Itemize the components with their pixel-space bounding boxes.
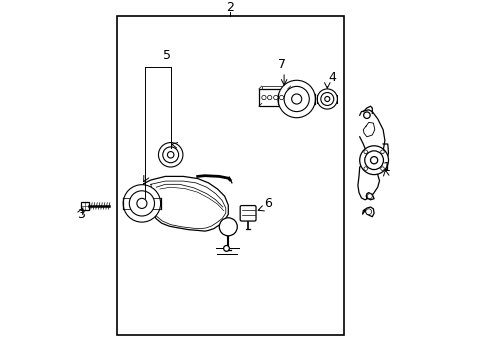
Polygon shape — [362, 207, 373, 217]
Circle shape — [363, 150, 367, 154]
Polygon shape — [357, 110, 384, 200]
Text: 6: 6 — [264, 197, 271, 210]
Circle shape — [129, 191, 154, 216]
Text: 1: 1 — [382, 161, 390, 174]
Bar — [258, 89, 287, 106]
Circle shape — [366, 194, 371, 199]
Circle shape — [223, 246, 229, 251]
Text: 2: 2 — [225, 1, 234, 14]
Circle shape — [137, 198, 146, 208]
Circle shape — [320, 93, 333, 105]
Circle shape — [363, 112, 369, 118]
Circle shape — [365, 209, 371, 215]
Bar — [117, 16, 343, 335]
Text: 3: 3 — [77, 208, 84, 221]
Circle shape — [167, 152, 174, 158]
Circle shape — [284, 86, 309, 112]
Circle shape — [291, 94, 301, 104]
Circle shape — [363, 167, 367, 170]
Circle shape — [158, 143, 183, 167]
Text: 4: 4 — [328, 71, 336, 84]
Circle shape — [261, 95, 265, 100]
Polygon shape — [142, 176, 228, 231]
Circle shape — [364, 151, 383, 170]
Circle shape — [123, 185, 160, 222]
Circle shape — [163, 147, 178, 163]
Circle shape — [317, 89, 337, 109]
Circle shape — [273, 95, 277, 100]
Text: 7: 7 — [278, 58, 285, 71]
Circle shape — [267, 95, 271, 100]
Bar — [261, 86, 290, 103]
Circle shape — [279, 95, 283, 100]
Circle shape — [277, 80, 315, 118]
Circle shape — [324, 96, 329, 102]
FancyBboxPatch shape — [240, 206, 256, 221]
Circle shape — [380, 150, 384, 154]
Circle shape — [380, 167, 384, 170]
Circle shape — [370, 157, 377, 164]
Circle shape — [359, 146, 387, 175]
Bar — [81, 202, 89, 210]
Text: 5: 5 — [163, 49, 171, 62]
Circle shape — [219, 218, 237, 236]
